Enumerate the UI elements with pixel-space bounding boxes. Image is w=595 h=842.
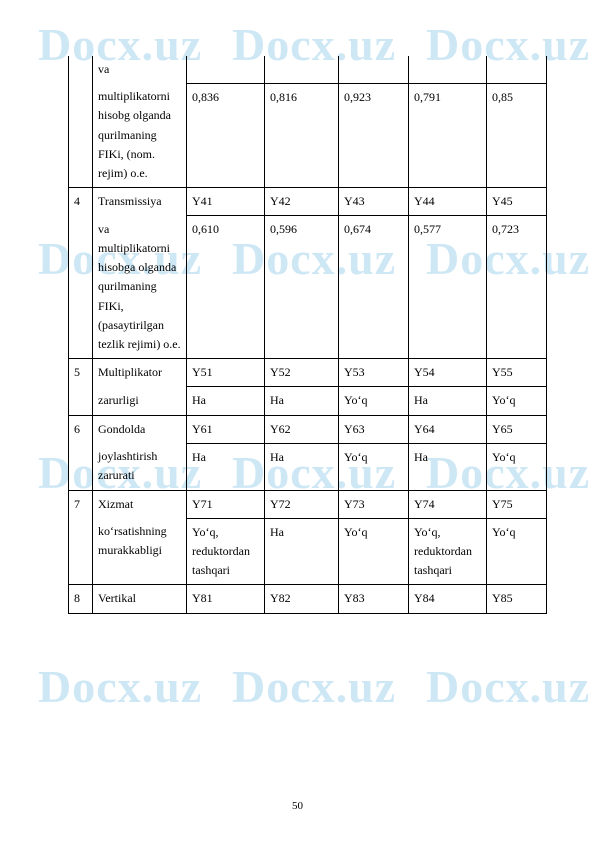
watermark: Docx.uz — [426, 660, 590, 713]
cell: Ha — [265, 443, 339, 490]
cell: Y54 — [409, 359, 487, 387]
cell: Y65 — [487, 415, 547, 443]
table-row: va multiplikatorni hisobga olganda quril… — [69, 216, 547, 359]
cell: Yoʻq — [339, 443, 409, 490]
watermark: Docx.uz — [232, 660, 396, 713]
row-desc: Multiplikator — [93, 359, 187, 387]
row-num — [69, 56, 93, 188]
row-num: 8 — [69, 585, 93, 613]
cell: Ha — [409, 443, 487, 490]
row-desc: koʻrsatishning murakkabligi — [93, 518, 187, 585]
cell — [487, 56, 547, 83]
cell: 0,836 — [187, 83, 265, 187]
cell: Y63 — [339, 415, 409, 443]
row-num: 6 — [69, 415, 93, 490]
cell: 0,674 — [339, 216, 409, 359]
table-row: 4 Transmissiya Y41 Y42 Y43 Y44 Y45 — [69, 188, 547, 216]
cell: Ha — [187, 443, 265, 490]
row-desc: multiplikatorni hisobg olganda qurilmani… — [93, 83, 187, 187]
data-table: va multiplikatorni hisobg olganda qurilm… — [68, 56, 547, 614]
cell: Ha — [265, 518, 339, 585]
cell: Y61 — [187, 415, 265, 443]
cell: Y45 — [487, 188, 547, 216]
table-row: 8 Vertikal Y81 Y82 Y83 Y84 Y85 — [69, 585, 547, 613]
cell: Yoʻq — [487, 387, 547, 415]
cell: Ha — [187, 387, 265, 415]
table-row: joylashtirish zarurati Ha Ha Yoʻq Ha Yoʻ… — [69, 443, 547, 490]
page-number: 50 — [0, 800, 595, 812]
row-desc: Xizmat — [93, 490, 187, 518]
cell: Y51 — [187, 359, 265, 387]
cell — [339, 56, 409, 83]
cell: Yoʻq — [487, 443, 547, 490]
row-desc: va multiplikatorni hisobga olganda quril… — [93, 216, 187, 359]
cell: Yoʻq, reduktordan tashqari — [187, 518, 265, 585]
table-row: zarurligi Ha Ha Yoʻq Ha Yoʻq — [69, 387, 547, 415]
cell: Y72 — [265, 490, 339, 518]
cell: Y81 — [187, 585, 265, 613]
table-row: va — [69, 56, 547, 83]
cell: Y74 — [409, 490, 487, 518]
cell: Yoʻq — [339, 387, 409, 415]
table-row: koʻrsatishning murakkabligi Yoʻq, redukt… — [69, 518, 547, 585]
table-row: multiplikatorni hisobg olganda qurilmani… — [69, 83, 547, 187]
cell: Y41 — [187, 188, 265, 216]
row-desc: zarurligi — [93, 387, 187, 415]
cell: Yoʻq — [487, 518, 547, 585]
page-content: va multiplikatorni hisobg olganda qurilm… — [68, 56, 546, 614]
cell: 0,923 — [339, 83, 409, 187]
cell — [265, 56, 339, 83]
cell: 0,85 — [487, 83, 547, 187]
cell: Ha — [265, 387, 339, 415]
cell: Y64 — [409, 415, 487, 443]
table-row: 5 Multiplikator Y51 Y52 Y53 Y54 Y55 — [69, 359, 547, 387]
cell: Y42 — [265, 188, 339, 216]
row-num: 7 — [69, 490, 93, 585]
cell: Y85 — [487, 585, 547, 613]
table-row: 6 Gondolda Y61 Y62 Y63 Y64 Y65 — [69, 415, 547, 443]
cell: Y43 — [339, 188, 409, 216]
watermark: Docx.uz — [38, 660, 202, 713]
cell: Yoʻq, reduktordan tashqari — [409, 518, 487, 585]
cell: Y82 — [265, 585, 339, 613]
cell: Y44 — [409, 188, 487, 216]
cell: 0,610 — [187, 216, 265, 359]
row-desc: Vertikal — [93, 585, 187, 613]
cell: Y53 — [339, 359, 409, 387]
cell: 0,596 — [265, 216, 339, 359]
cell — [187, 56, 265, 83]
cell: 0,723 — [487, 216, 547, 359]
cell: 0,816 — [265, 83, 339, 187]
row-desc: Transmissiya — [93, 188, 187, 216]
cell: Y83 — [339, 585, 409, 613]
cell: Y84 — [409, 585, 487, 613]
row-desc: joylashtirish zarurati — [93, 443, 187, 490]
cell: Ha — [409, 387, 487, 415]
cell: 0,791 — [409, 83, 487, 187]
cell: Y55 — [487, 359, 547, 387]
cell: Y73 — [339, 490, 409, 518]
cell: Yoʻq — [339, 518, 409, 585]
cell: Y71 — [187, 490, 265, 518]
row-num: 4 — [69, 188, 93, 359]
cell: Y62 — [265, 415, 339, 443]
cell: 0,577 — [409, 216, 487, 359]
cell: Y75 — [487, 490, 547, 518]
row-desc: va — [93, 56, 187, 83]
row-desc: Gondolda — [93, 415, 187, 443]
cell: Y52 — [265, 359, 339, 387]
cell — [409, 56, 487, 83]
row-num: 5 — [69, 359, 93, 415]
table-row: 7 Xizmat Y71 Y72 Y73 Y74 Y75 — [69, 490, 547, 518]
